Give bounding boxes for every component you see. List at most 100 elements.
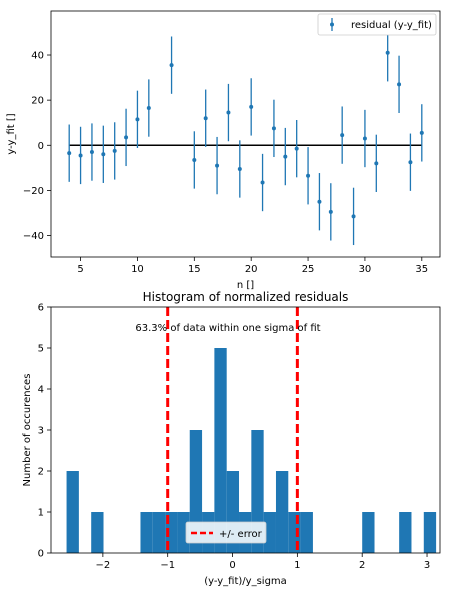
histogram-y-tick-label: 0 [38,549,44,560]
residual-y-tick-label: 20 [31,96,44,107]
histogram-bar [214,348,227,553]
residual-marker [260,180,265,185]
residual-marker [135,117,140,122]
residual-x-tick-label: 25 [302,264,315,275]
residual-marker [146,106,151,111]
residual-point [101,125,106,183]
histogram-bar [362,512,375,553]
histogram-title: Histogram of normalized residuals [143,290,349,304]
residual-x-tick-label: 30 [359,264,372,275]
residual-marker [340,133,345,138]
residual-y-tick-label: 40 [31,51,44,62]
residual-y-axis-label: y-y_fit [] [6,113,17,154]
residual-legend-marker [330,22,334,27]
residual-point [78,126,83,185]
residual-point [419,104,424,162]
residual-marker [203,116,208,121]
histogram-annotation: 63.3% of data within one sigma of fit [135,323,320,334]
residual-x-axis-label: n [] [237,280,254,291]
residual-point [317,173,322,231]
histogram-x-tick-label: 1 [294,560,300,571]
histogram-y-tick-label: 6 [38,303,44,314]
residual-x-tick-label: 35 [415,264,428,275]
histogram-bar [300,512,313,553]
residual-point [362,109,367,168]
histogram-x-tick-label: −2 [95,560,110,571]
residual-axis-ticks: 5 10 15 20 25 30 35 −40 −20 0 20 40 [23,51,428,275]
residual-marker [67,151,72,156]
residual-marker [385,50,390,55]
residual-chart: 5 10 15 20 25 30 35 −40 −20 0 20 40 n [] y-y_fit []… [6,10,441,291]
residual-point [340,106,345,164]
residual-point [215,136,220,195]
histogram-y-axis-label: Number of occurences [22,374,33,487]
residual-marker [351,214,356,219]
residual-point [306,147,311,205]
histogram-x-tick-label: −1 [160,560,175,571]
residual-y-tick-label: −20 [23,186,44,197]
residual-marker [169,63,174,68]
residual-marker [124,135,129,140]
residual-point [294,120,299,178]
histogram-y-tick-label: 5 [38,344,44,355]
residual-marker [306,173,311,178]
residual-marker [226,110,231,115]
residual-y-tick-label: −40 [23,231,44,242]
histogram-bar [66,471,79,553]
residual-marker [89,150,94,155]
residual-y-tick-label: 0 [38,141,44,152]
residual-legend: residual (y-y_fit) [317,13,437,36]
histogram-x-axis-label: (y-y_fit)/y_sigma [204,576,287,587]
residual-point [112,122,117,180]
histogram-x-tick-label: 0 [229,560,235,571]
residual-marker [283,154,288,159]
histogram-legend-label: +/- error [219,529,263,540]
histogram-bar [423,512,437,553]
residual-point [135,90,140,148]
residual-legend-label: residual (y-y_fit) [351,20,432,31]
histogram-y-tick-label: 3 [38,426,44,437]
histogram-bar [399,512,412,553]
residual-point [283,127,288,186]
residual-marker [101,152,106,157]
residual-point [169,36,174,94]
residual-marker [328,209,333,214]
residual-marker [397,82,402,87]
residual-point [271,99,276,158]
residual-marker [112,148,117,153]
residual-point [408,133,413,191]
residual-marker [374,161,379,166]
residual-x-tick-label: 15 [188,264,201,275]
histogram-y-tick-label: 1 [38,508,44,519]
residual-point [328,183,333,241]
histogram-chart: Histogram of normalized residuals −2 −1 0 1… [22,290,441,587]
residual-point [192,131,197,189]
histogram-x-tick-label: 3 [424,560,430,571]
residual-point [249,78,254,136]
residual-marker [362,136,367,141]
histogram-legend-box [185,521,267,544]
histogram-axis-ticks: −2 −1 0 1 2 3 0 1 2 3 4 5 6 [38,303,431,572]
histogram-bar [91,512,104,553]
histogram-bar [152,512,166,553]
residual-point [146,79,151,137]
residual-plot-frame [50,10,441,258]
residual-point [67,124,72,182]
residual-point [260,153,265,212]
histogram-legend: +/- error [185,521,267,544]
residual-point [124,108,129,167]
histogram-x-tick-label: 2 [359,560,365,571]
residual-x-tick-label: 10 [131,264,144,275]
residual-point [203,89,208,147]
residual-point [397,55,402,114]
residual-marker [294,146,299,151]
residual-point [237,140,242,198]
residual-x-tick-label: 20 [245,264,258,275]
residual-marker [192,157,197,162]
residual-legend-box [317,13,437,36]
residual-marker [317,199,322,204]
error-bound-lines [166,307,299,553]
residual-marker [78,153,83,158]
residual-point [351,187,356,246]
